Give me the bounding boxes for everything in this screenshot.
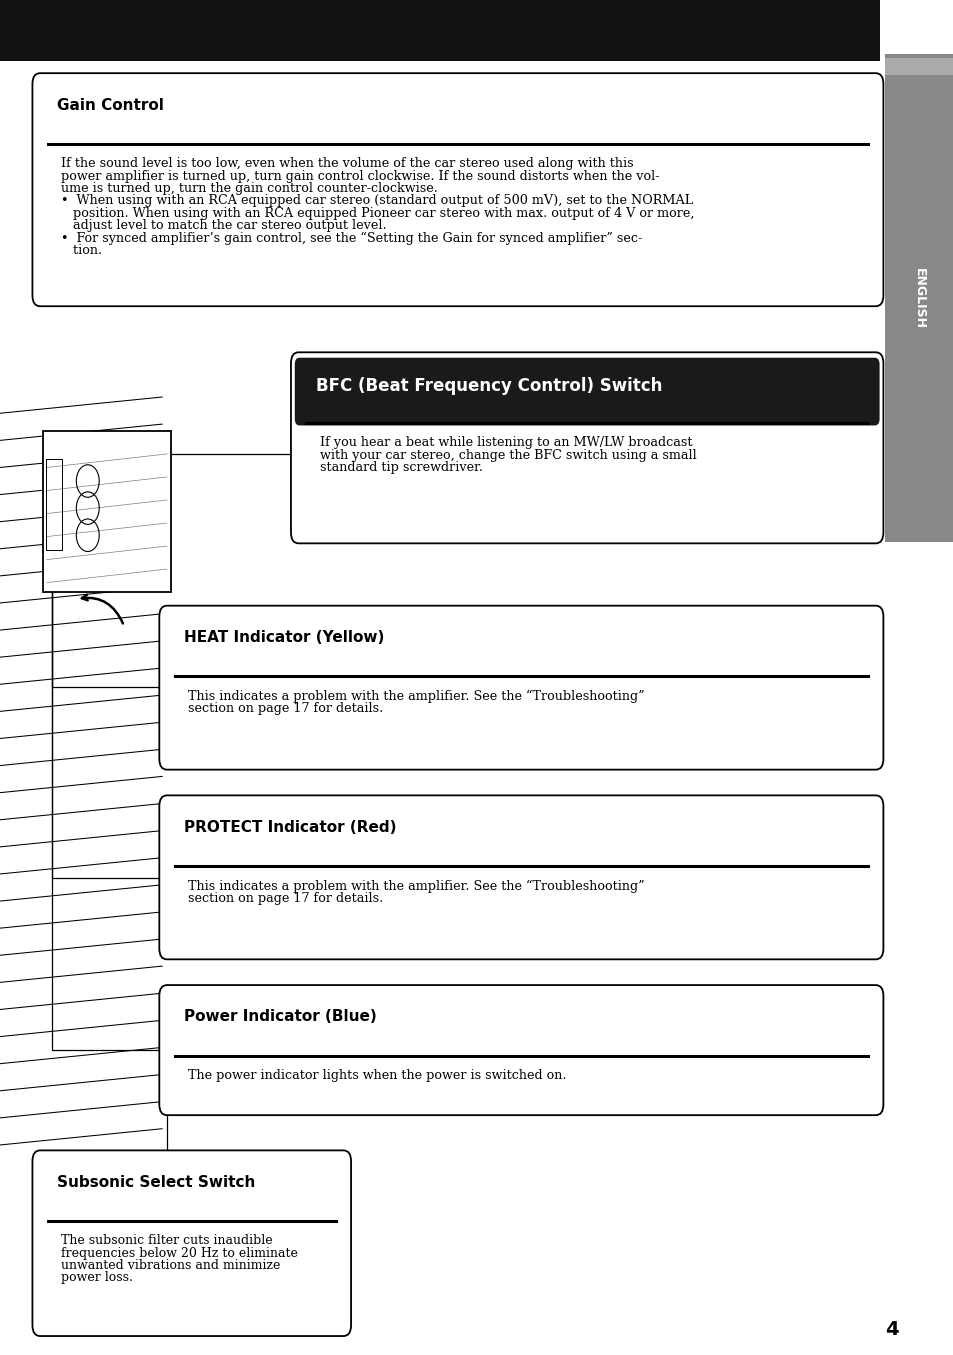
Text: ENGLISH: ENGLISH xyxy=(912,267,925,329)
Text: •  When using with an RCA equipped car stereo (standard output of 500 mV), set t: • When using with an RCA equipped car st… xyxy=(61,194,693,207)
Text: Gain Control: Gain Control xyxy=(57,98,164,112)
Text: power loss.: power loss. xyxy=(61,1271,132,1283)
Text: PROTECT Indicator (Red): PROTECT Indicator (Red) xyxy=(184,820,396,835)
FancyBboxPatch shape xyxy=(0,0,879,61)
FancyBboxPatch shape xyxy=(884,58,953,75)
FancyBboxPatch shape xyxy=(291,352,882,543)
Text: The subsonic filter cuts inaudible: The subsonic filter cuts inaudible xyxy=(61,1234,273,1248)
FancyBboxPatch shape xyxy=(43,431,171,592)
Text: 4: 4 xyxy=(884,1320,898,1339)
FancyBboxPatch shape xyxy=(159,985,882,1115)
Text: •  For synced amplifier’s gain control, see the “Setting the Gain for synced amp: • For synced amplifier’s gain control, s… xyxy=(61,232,641,245)
Text: with your car stereo, change the BFC switch using a small: with your car stereo, change the BFC swi… xyxy=(319,449,696,462)
Text: adjust level to match the car stereo output level.: adjust level to match the car stereo out… xyxy=(61,220,386,232)
FancyBboxPatch shape xyxy=(32,1150,351,1336)
Text: This indicates a problem with the amplifier. See the “Troubleshooting”: This indicates a problem with the amplif… xyxy=(188,690,644,703)
Text: Subsonic Select Switch: Subsonic Select Switch xyxy=(57,1175,255,1190)
Text: unwanted vibrations and minimize: unwanted vibrations and minimize xyxy=(61,1259,280,1272)
Text: ume is turned up, turn the gain control counter-clockwise.: ume is turned up, turn the gain control … xyxy=(61,182,437,195)
FancyBboxPatch shape xyxy=(294,358,879,425)
Text: If you hear a beat while listening to an MW/LW broadcast: If you hear a beat while listening to an… xyxy=(319,436,691,450)
Text: section on page 17 for details.: section on page 17 for details. xyxy=(188,892,383,905)
Text: tion.: tion. xyxy=(61,244,102,257)
Text: If the sound level is too low, even when the volume of the car stereo used along: If the sound level is too low, even when… xyxy=(61,157,633,171)
Text: BFC (Beat Frequency Control) Switch: BFC (Beat Frequency Control) Switch xyxy=(315,377,661,394)
Text: section on page 17 for details.: section on page 17 for details. xyxy=(188,702,383,715)
FancyBboxPatch shape xyxy=(159,606,882,770)
FancyBboxPatch shape xyxy=(884,54,953,542)
Text: standard tip screwdriver.: standard tip screwdriver. xyxy=(319,461,482,474)
FancyBboxPatch shape xyxy=(159,795,882,959)
Text: This indicates a problem with the amplifier. See the “Troubleshooting”: This indicates a problem with the amplif… xyxy=(188,879,644,893)
Text: HEAT Indicator (Yellow): HEAT Indicator (Yellow) xyxy=(184,630,384,645)
Text: position. When using with an RCA equipped Pioneer car stereo with max. output of: position. When using with an RCA equippe… xyxy=(61,207,694,220)
Text: power amplifier is turned up, turn gain control clockwise. If the sound distorts: power amplifier is turned up, turn gain … xyxy=(61,169,659,183)
Text: The power indicator lights when the power is switched on.: The power indicator lights when the powe… xyxy=(188,1069,566,1083)
Text: frequencies below 20 Hz to eliminate: frequencies below 20 Hz to eliminate xyxy=(61,1247,297,1260)
Text: Power Indicator (Blue): Power Indicator (Blue) xyxy=(184,1009,376,1024)
FancyBboxPatch shape xyxy=(32,73,882,306)
